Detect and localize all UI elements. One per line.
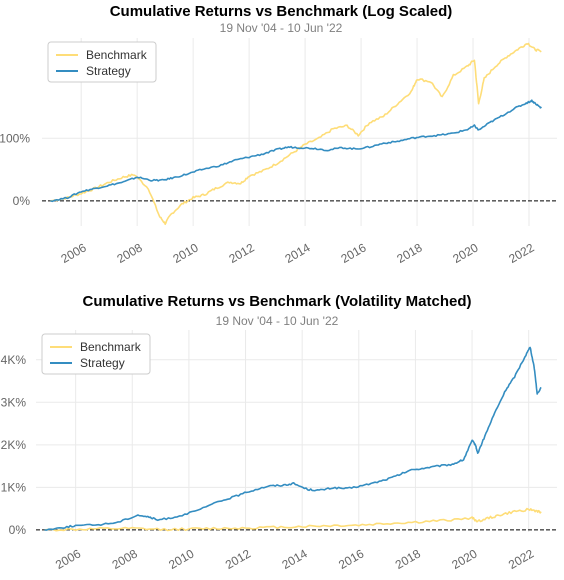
x-tick-label: 2014 [280, 546, 310, 572]
x-tick-label: 2006 [53, 546, 83, 572]
x-tick-label: 2022 [506, 546, 536, 572]
legend-label: Strategy [86, 64, 131, 78]
series-line-strategy [50, 99, 542, 203]
chart-2-subtitle: 19 Nov '04 - 10 Jun '22 [216, 314, 339, 328]
chart-1-legend: Benchmark Strategy [47, 41, 157, 83]
x-tick-label: 2008 [110, 546, 140, 572]
chart-1-subtitle: 19 Nov '04 - 10 Jun '22 [220, 21, 343, 35]
y-tick-label: 2K% [1, 438, 27, 452]
y-tick-label: 0% [9, 523, 27, 537]
chart-log-scaled: Cumulative Returns vs Benchmark (Log Sca… [0, 3, 557, 266]
x-tick-label: 2006 [59, 240, 89, 266]
x-tick-label: 2008 [115, 240, 145, 266]
y-tick-label: 100% [0, 131, 30, 145]
x-tick-label: 2010 [171, 240, 201, 266]
series-line-benchmark [50, 42, 542, 226]
x-tick-label: 2020 [450, 240, 480, 266]
chart-1-series [50, 42, 542, 226]
chart-1-x-ticks: 2006 2008 2010 2012 2014 2016 2018 2020 2022 [59, 240, 537, 266]
legend-label: Benchmark [80, 340, 142, 354]
x-tick-label: 2022 [506, 240, 536, 266]
legend-label: Strategy [80, 356, 125, 370]
x-tick-label: 2018 [393, 546, 423, 572]
chart-2-legend: Benchmark Strategy [41, 333, 151, 375]
x-tick-label: 2012 [223, 546, 253, 572]
y-tick-label: 3K% [1, 395, 27, 409]
y-tick-label: 1K% [1, 480, 27, 494]
x-tick-label: 2016 [338, 240, 368, 266]
chart-2-x-ticks: 2006 2008 2010 2012 2014 2016 2018 2020 2022 [53, 546, 536, 572]
series-line-benchmark [44, 507, 542, 532]
chart-2-title: Cumulative Returns vs Benchmark (Volatil… [83, 293, 472, 310]
x-tick-label: 2010 [166, 546, 196, 572]
chart-2-y-ticks: 0% 1K% 2K% 3K% 4K% [1, 353, 27, 537]
x-tick-label: 2020 [449, 546, 479, 572]
x-tick-label: 2012 [226, 240, 256, 266]
chart-volatility-matched: Cumulative Returns vs Benchmark (Volatil… [1, 293, 557, 572]
chart-2-series [44, 346, 542, 532]
x-tick-label: 2016 [336, 546, 366, 572]
y-tick-label: 4K% [1, 353, 27, 367]
x-tick-label: 2018 [394, 240, 424, 266]
legend-label: Benchmark [86, 48, 148, 62]
chart-1-title: Cumulative Returns vs Benchmark (Log Sca… [110, 3, 453, 20]
x-tick-label: 2014 [282, 240, 312, 266]
chart-1-y-ticks: 0% 100% [0, 131, 30, 208]
y-tick-label: 0% [13, 194, 31, 208]
series-line-strategy [44, 346, 542, 531]
